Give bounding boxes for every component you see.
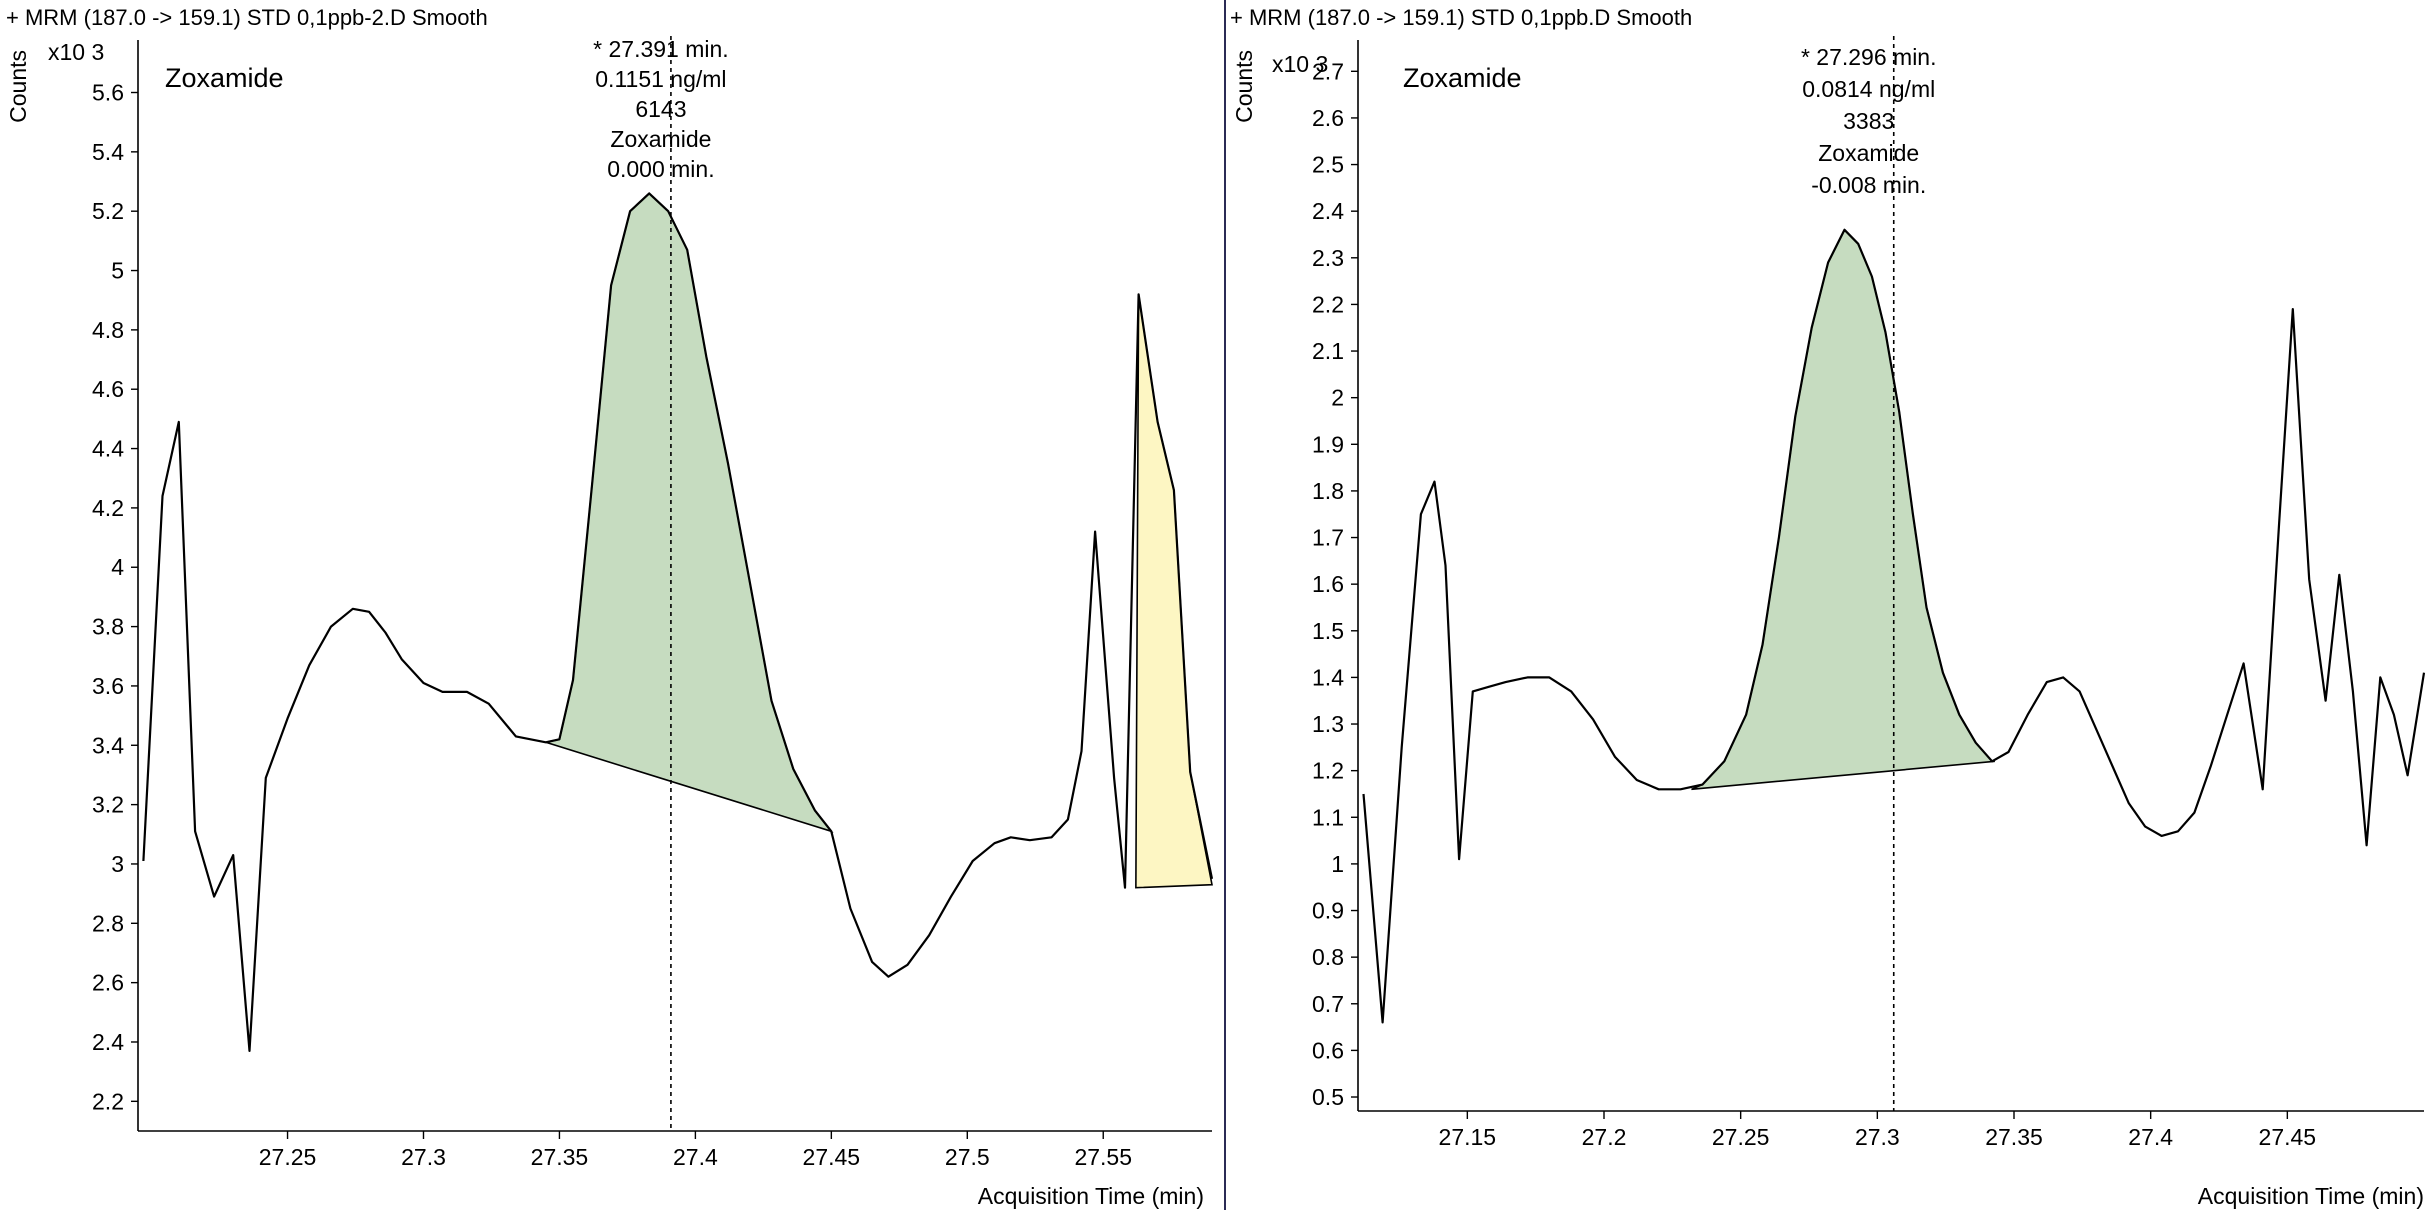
chromatogram-panel-right: + MRM (187.0 -> 159.1) STD 0,1ppb.D Smoo… (1228, 0, 2429, 1210)
y-tick-label: 1.2 (1312, 758, 1344, 784)
y-tick-label: 2.2 (92, 1088, 124, 1114)
y-tick-label: 0.7 (1312, 991, 1344, 1017)
y-tick-label: 2.1 (1312, 338, 1344, 364)
x-axis-label: Acquisition Time (min) (2198, 1183, 2424, 1209)
peak-annotation-line: Zoxamide (1818, 140, 1919, 166)
peak-annotation-line: 0.1151 ng/ml (595, 66, 726, 92)
panel-divider (1224, 0, 1226, 1210)
peak-annotation-line: Zoxamide (610, 126, 711, 152)
x-tick-label: 27.3 (401, 1144, 446, 1170)
chromatogram-panel-left: + MRM (187.0 -> 159.1) STD 0,1ppb-2.D Sm… (5, 5, 1214, 1209)
peak-annotation-line: 6143 (635, 96, 686, 122)
y-axis-label: Counts (1231, 50, 1257, 123)
y-tick-label: 1.9 (1312, 431, 1344, 457)
peak-annotation-line: * 27.296 min. (1801, 44, 1937, 70)
peak-annotation-line: 3383 (1843, 108, 1894, 134)
y-tick-label: 5 (111, 258, 124, 284)
y-tick-label: 3.4 (92, 732, 124, 758)
chart-title: + MRM (187.0 -> 159.1) STD 0,1ppb.D Smoo… (1230, 5, 1692, 30)
y-tick-label: 2.7 (1312, 58, 1344, 84)
x-tick-label: 27.2 (1582, 1124, 1627, 1150)
y-tick-label: 2.4 (92, 1029, 124, 1055)
x-tick-label: 27.55 (1074, 1144, 1132, 1170)
integrated-peak-area (1691, 228, 1995, 791)
y-tick-label: 3.6 (92, 673, 124, 699)
y-axis-label: Counts (5, 50, 31, 123)
y-tick-label: 2.4 (1312, 198, 1344, 224)
y-tick-label: 1 (1331, 851, 1344, 877)
y-tick-label: 2.2 (1312, 291, 1344, 317)
x-axis-label: Acquisition Time (min) (978, 1183, 1204, 1209)
peak-annotation-line: 0.0814 ng/ml (1802, 76, 1935, 102)
y-tick-label: 1.7 (1312, 525, 1344, 551)
x-tick-label: 27.5 (945, 1144, 990, 1170)
secondary-peak-area (1135, 294, 1213, 889)
chromatogram-trace (1362, 228, 2426, 1024)
chromatogram-trace (142, 192, 1214, 1052)
x-tick-label: 27.35 (531, 1144, 589, 1170)
x-tick-label: 27.4 (2128, 1124, 2173, 1150)
y-tick-label: 4.4 (92, 436, 124, 462)
y-tick-label: 0.6 (1312, 1037, 1344, 1063)
x-tick-label: 27.3 (1855, 1124, 1900, 1150)
y-tick-label: 2.6 (1312, 105, 1344, 131)
y-tick-label: 5.4 (92, 139, 124, 165)
y-tick-label: 2.5 (1312, 152, 1344, 178)
peak-annotation-line: * 27.391 min. (593, 36, 729, 62)
compound-label: Zoxamide (165, 63, 284, 93)
y-tick-label: 1.6 (1312, 571, 1344, 597)
y-tick-label: 2 (1331, 385, 1344, 411)
peak-annotation-line: 0.000 min. (607, 156, 714, 182)
y-tick-label: 5.2 (92, 198, 124, 224)
y-tick-label: 1.8 (1312, 478, 1344, 504)
peak-annotation: * 27.296 min. 0.0814 ng/ml 3383 Zoxamide -0.… (1801, 44, 1937, 198)
y-tick-label: 1.1 (1312, 804, 1344, 830)
x-tick-label: 27.4 (673, 1144, 718, 1170)
x-tick-label: 27.45 (803, 1144, 861, 1170)
chromatogram-left: + MRM (187.0 -> 159.1) STD 0,1ppb-2.D Sm… (5, 5, 1214, 1209)
chromatogram-right: + MRM (187.0 -> 159.1) STD 0,1ppb.D Smoo… (1230, 5, 2426, 1209)
y-multiplier-label: x10 3 (48, 39, 104, 65)
compound-label: Zoxamide (1403, 63, 1522, 93)
y-tick-label: 4.8 (92, 317, 124, 343)
y-tick-label: 1.4 (1312, 664, 1344, 690)
peak-annotation: * 27.391 min. 0.1151 ng/ml 6143 Zoxamide 0.0… (593, 36, 729, 182)
y-tick-label: 2.3 (1312, 245, 1344, 271)
y-tick-label: 5.6 (92, 80, 124, 106)
y-tick-label: 2.8 (92, 910, 124, 936)
y-tick-label: 1.5 (1312, 618, 1344, 644)
x-tick-label: 27.25 (259, 1144, 317, 1170)
x-tick-label: 27.15 (1439, 1124, 1497, 1150)
x-tick-label: 27.45 (2259, 1124, 2317, 1150)
y-tick-label: 0.5 (1312, 1084, 1344, 1110)
y-tick-label: 3.2 (92, 792, 124, 818)
y-tick-label: 4 (111, 554, 124, 580)
chart-title: + MRM (187.0 -> 159.1) STD 0,1ppb-2.D Sm… (6, 5, 488, 30)
y-tick-label: 4.2 (92, 495, 124, 521)
y-tick-label: 3 (111, 851, 124, 877)
peak-annotation-line: -0.008 min. (1811, 172, 1926, 198)
y-tick-label: 0.9 (1312, 898, 1344, 924)
y-tick-label: 2.6 (92, 970, 124, 996)
y-tick-label: 1.3 (1312, 711, 1344, 737)
y-tick-label: 4.6 (92, 376, 124, 402)
y-tick-label: 3.8 (92, 614, 124, 640)
x-tick-label: 27.35 (1985, 1124, 2043, 1150)
y-multiplier-label: x10 3 (1272, 51, 1328, 77)
y-tick-label: 0.8 (1312, 944, 1344, 970)
x-tick-label: 27.25 (1712, 1124, 1770, 1150)
